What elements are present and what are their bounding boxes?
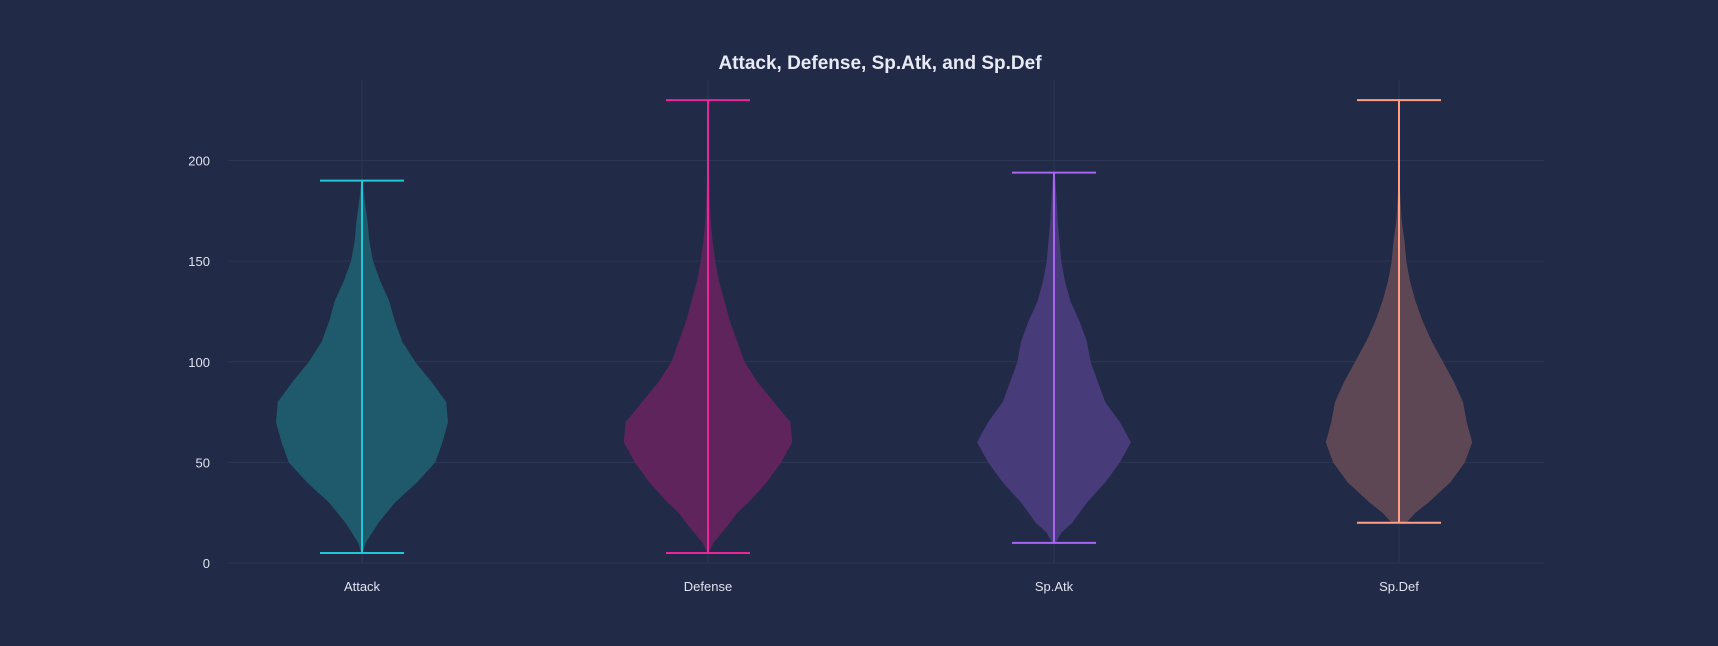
x-tick-label: Sp.Def	[1379, 579, 1419, 594]
y-tick-label: 0	[203, 556, 210, 571]
y-tick-label: 50	[196, 455, 210, 470]
violin-sp-def	[1325, 99, 1473, 524]
x-tick-label: Sp.Atk	[1035, 579, 1074, 594]
violin-layer	[276, 99, 1473, 554]
chart-title: Attack, Defense, Sp.Atk, and Sp.Def	[718, 53, 1042, 74]
grid-layer	[228, 80, 1544, 564]
tick-layer: 0 50 100 150 200 Attack Defense Sp.Atk Sp.Def	[188, 154, 1419, 595]
y-tick-label: 200	[188, 154, 210, 169]
violin-sp-atk	[977, 171, 1131, 544]
violin-defense	[623, 99, 793, 554]
violin-attack	[276, 179, 448, 554]
x-tick-label: Attack	[344, 579, 381, 594]
y-tick-label: 150	[188, 254, 210, 269]
x-tick-label: Defense	[684, 579, 732, 594]
y-tick-label: 100	[188, 355, 210, 370]
